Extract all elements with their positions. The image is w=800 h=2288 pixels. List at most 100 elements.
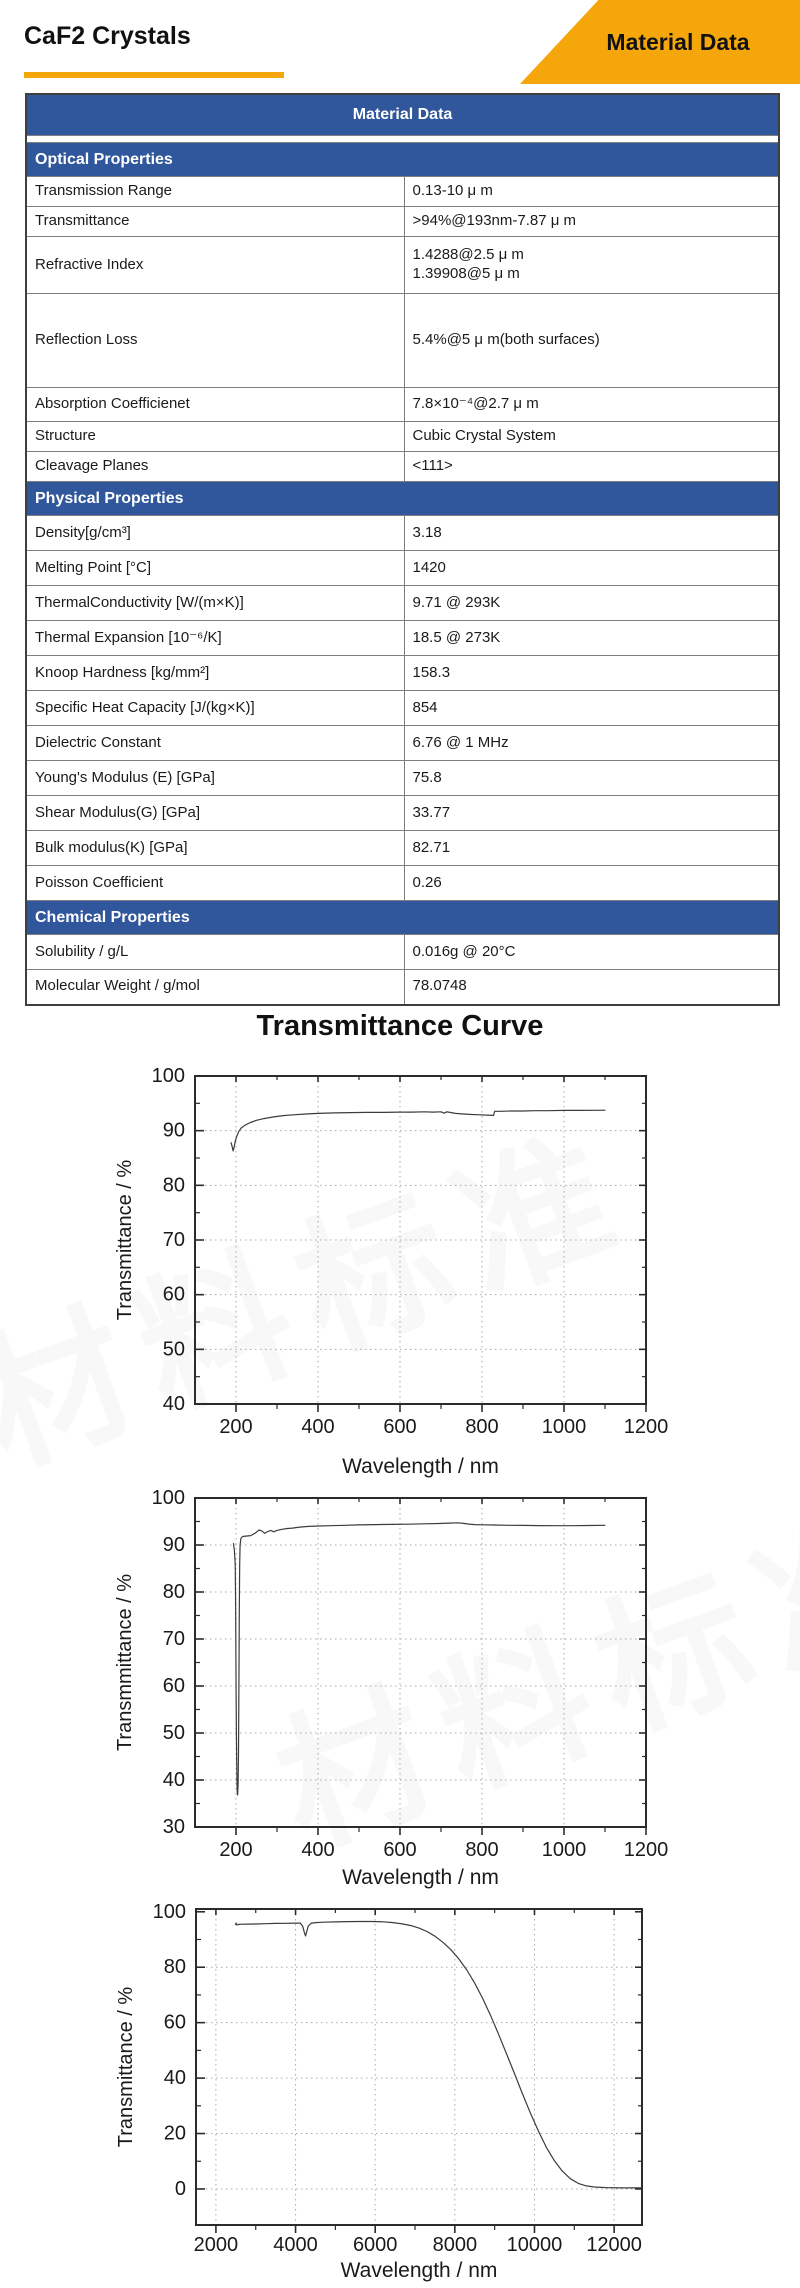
svg-text:50: 50 <box>163 1338 185 1360</box>
table-row: Melting Point [°C] 1420 <box>25 550 780 586</box>
table-row: Density[g/cm³] 3.18 <box>25 515 780 551</box>
svg-text:8000: 8000 <box>433 2234 478 2256</box>
transmittance-curve <box>230 1109 606 1152</box>
svg-text:600: 600 <box>383 1839 416 1861</box>
property-label: Reflection Loss <box>25 293 405 388</box>
table-row: Poisson Coefficient 0.26 <box>25 865 780 901</box>
x-axis-label: Wavelength / nm <box>342 1866 499 1889</box>
corner-ribbon: Material Data <box>520 0 800 84</box>
property-label: Transmission Range <box>25 176 405 207</box>
property-label: Thermal Expansion [10⁻⁶/K] <box>25 620 405 656</box>
property-value: 0.13-10 μ m <box>403 176 780 207</box>
property-label: Absorption Coefficienet <box>25 387 405 422</box>
svg-text:1000: 1000 <box>542 1839 587 1861</box>
svg-text:40: 40 <box>164 2067 186 2089</box>
svg-text:2000: 2000 <box>194 2234 239 2256</box>
svg-text:80: 80 <box>163 1174 185 1196</box>
svg-text:50: 50 <box>163 1722 185 1744</box>
property-label: Poisson Coefficient <box>25 865 405 901</box>
transmittance-chart-uv-1: 40 50 60 70 80 90 100 200 400 600 800 1000 1200 Wavel… <box>114 1065 669 1478</box>
svg-text:400: 400 <box>301 1839 334 1861</box>
property-label: Structure <box>25 421 405 452</box>
svg-text:1200: 1200 <box>624 1416 669 1438</box>
table-row: Cleavage Planes <111> <box>25 451 780 482</box>
property-value: 0.016g @ 20°C <box>403 934 780 970</box>
chart-section-title: Transmittance Curve <box>256 1010 544 1042</box>
property-value: 75.8 <box>403 760 780 796</box>
table-row: Transmittance >94%@193nm-7.87 μ m <box>25 206 780 237</box>
table-row: Shear Modulus(G) [GPa] 33.77 <box>25 795 780 831</box>
property-value: 6.76 @ 1 MHz <box>403 725 780 761</box>
title-underline-bar <box>24 72 284 78</box>
section-header-cell: Chemical Properties <box>25 900 780 935</box>
svg-text:100: 100 <box>152 1487 185 1509</box>
svg-text:400: 400 <box>301 1416 334 1438</box>
table-row: Solubility / g/L 0.016g @ 20°C <box>25 934 780 970</box>
y-axis-label: Transmittance / % <box>115 1987 137 2148</box>
svg-text:6000: 6000 <box>353 2234 398 2256</box>
svg-text:60: 60 <box>163 1284 185 1306</box>
svg-text:90: 90 <box>163 1120 185 1142</box>
section-header-cell: Physical Properties <box>25 481 780 516</box>
property-value: 33.77 <box>403 795 780 831</box>
table-title-cell: Material Data <box>25 93 780 136</box>
y-axis-label: Transmmittance / % <box>114 1574 136 1751</box>
property-value: 854 <box>403 690 780 726</box>
svg-text:10000: 10000 <box>507 2234 563 2256</box>
property-value: Cubic Crystal System <box>403 421 780 452</box>
table-row: Optical Properties <box>25 142 780 177</box>
table-row: Refractive Index 1.4288@2.5 μ m 1.39908@5… <box>25 236 780 294</box>
property-label: Specific Heat Capacity [J/(kg×K)] <box>25 690 405 726</box>
property-label: Solubility / g/L <box>25 934 405 970</box>
property-label: Refractive Index <box>25 236 405 294</box>
table-row: Knoop Hardness [kg/mm²] 158.3 <box>25 655 780 691</box>
table-row: Thermal Expansion [10⁻⁶/K] 18.5 @ 273K <box>25 620 780 656</box>
property-value: 1420 <box>403 550 780 586</box>
property-label: Density[g/cm³] <box>25 515 405 551</box>
y-axis-label: Transmittance / % <box>114 1160 136 1321</box>
svg-text:40: 40 <box>163 1393 185 1415</box>
property-value: <111> <box>403 451 780 482</box>
x-axis-label: Wavelength / nm <box>342 1455 499 1478</box>
property-value: 158.3 <box>403 655 780 691</box>
property-label: ThermalConductivity [W/(m×K)] <box>25 585 405 621</box>
property-value: 18.5 @ 273K <box>403 620 780 656</box>
x-axis-label: Wavelength / nm <box>341 2259 498 2282</box>
table-row: Material Data <box>25 93 780 136</box>
svg-text:200: 200 <box>219 1416 252 1438</box>
table-row: Chemical Properties <box>25 900 780 935</box>
table-row: Specific Heat Capacity [J/(kg×K)] 854 <box>25 690 780 726</box>
property-label: Knoop Hardness [kg/mm²] <box>25 655 405 691</box>
table-row: Structure Cubic Crystal System <box>25 421 780 452</box>
svg-text:12000: 12000 <box>586 2234 642 2256</box>
property-label: Dielectric Constant <box>25 725 405 761</box>
svg-text:600: 600 <box>383 1416 416 1438</box>
svg-text:80: 80 <box>163 1581 185 1603</box>
transmittance-chart-uv-2: 30 40 50 60 70 80 90 100 200 400 600 800 1000 1200 Wav… <box>114 1487 669 1889</box>
svg-text:90: 90 <box>163 1534 185 1556</box>
svg-text:40: 40 <box>163 1769 185 1791</box>
ribbon-label: Material Data <box>606 28 750 55</box>
table-row: Absorption Coefficienet 7.8×10⁻⁴@2.7 μ m <box>25 387 780 422</box>
svg-text:200: 200 <box>219 1839 252 1861</box>
svg-text:70: 70 <box>163 1229 185 1251</box>
property-value: 0.26 <box>403 865 780 901</box>
transmittance-curve <box>232 1522 606 1796</box>
table-row: Bulk modulus(K) [GPa] 82.71 <box>25 830 780 866</box>
table-row <box>25 135 780 143</box>
property-label: Bulk modulus(K) [GPa] <box>25 830 405 866</box>
table-row: Reflection Loss 5.4%@5 μ m(both surfaces) <box>25 293 780 388</box>
material-data-table: Material Data Optical Properties Transmiss… <box>25 93 780 1006</box>
page-title: CaF2 Crystals <box>24 22 191 50</box>
svg-text:30: 30 <box>163 1816 185 1838</box>
svg-text:20: 20 <box>164 2123 186 2145</box>
property-value: 5.4%@5 μ m(both surfaces) <box>403 293 780 388</box>
svg-text:1200: 1200 <box>624 1839 669 1861</box>
svg-text:4000: 4000 <box>273 2234 318 2256</box>
svg-text:60: 60 <box>164 2012 186 2034</box>
table-row: ThermalConductivity [W/(m×K)] 9.71 @ 293K <box>25 585 780 621</box>
property-value: 78.0748 <box>403 969 780 1005</box>
svg-text:800: 800 <box>465 1416 498 1438</box>
property-label: Transmittance <box>25 206 405 237</box>
